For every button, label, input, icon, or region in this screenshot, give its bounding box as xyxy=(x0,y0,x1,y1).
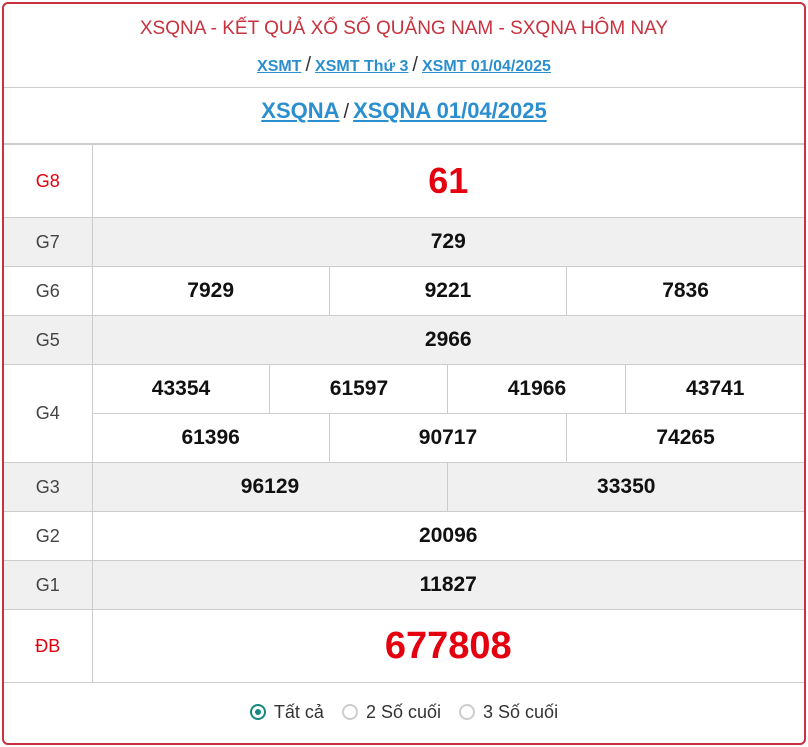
prize-row-g4-2: 61396 90717 74265 xyxy=(4,413,804,463)
radio-label: 2 Số cuối xyxy=(365,701,442,722)
breadcrumb-separator: / xyxy=(412,54,418,76)
radio-all[interactable]: Tất cả xyxy=(249,701,324,723)
prize-row-g3: G3 96129 33350 xyxy=(4,462,804,512)
prize-label: G2 xyxy=(4,511,93,561)
radio-checked-icon[interactable] xyxy=(249,704,266,720)
prize-label: G3 xyxy=(4,462,93,512)
prize-number: 90717 xyxy=(328,413,568,463)
prize-row-g4: G4 43354 61597 41966 43741 xyxy=(4,364,804,463)
prize-number: 43741 xyxy=(625,364,804,414)
prize-number: 41966 xyxy=(447,364,627,414)
prize-number: 677808 xyxy=(91,609,804,683)
prize-label: G5 xyxy=(4,315,93,365)
xsqna-link[interactable]: XSQNA xyxy=(261,98,340,123)
prize-number: 11827 xyxy=(91,560,804,610)
prize-row-g8: G8 61 xyxy=(4,144,804,218)
prize-label: ĐB xyxy=(4,609,93,683)
breadcrumb-separator: / xyxy=(305,54,312,76)
prize-row-g2: G2 20096 xyxy=(4,511,804,561)
prize-number: 9221 xyxy=(328,266,568,316)
results-table: G8 61 G7 729 G6 7929 9221 7836 G5 2966 G4 43354… xyxy=(4,144,804,683)
prize-label: G7 xyxy=(4,217,93,267)
radio-last-2[interactable]: 2 Số cuối xyxy=(341,701,442,723)
prize-label: G8 xyxy=(4,144,93,218)
prize-number: 729 xyxy=(91,217,804,267)
prize-row-db: ĐB 677808 xyxy=(4,609,804,683)
prize-row-g5: G5 2966 xyxy=(4,315,804,365)
digit-filter: Tất cả 2 Số cuối 3 Số cuối xyxy=(4,683,804,741)
radio-unchecked-icon[interactable] xyxy=(341,704,358,720)
prize-number: 7836 xyxy=(566,266,804,316)
prize-row-g7: G7 729 xyxy=(4,217,804,267)
prize-number: 20096 xyxy=(91,511,804,561)
breadcrumb-xsmt-thu3[interactable]: XSMT Thứ 3 xyxy=(315,58,409,75)
radio-last-3[interactable]: 3 Số cuối xyxy=(459,702,558,723)
subtitle: XSQNA / XSQNA 01/04/2025 xyxy=(4,88,804,144)
prize-label: G6 xyxy=(4,266,93,316)
breadcrumb: XSMT / XSMT Thứ 3/XSMT 01/04/2025 xyxy=(4,54,804,77)
prize-row-g1: G1 11827 xyxy=(4,560,804,610)
prize-number: 33350 xyxy=(447,462,804,512)
prize-number: 96129 xyxy=(91,462,449,512)
prize-row-g6: G6 7929 9221 7836 xyxy=(4,266,804,316)
breadcrumb-xsmt-date[interactable]: XSMT 01/04/2025 xyxy=(421,58,551,75)
radio-label: Tất cả xyxy=(273,701,324,722)
prize-number: 61 xyxy=(91,144,804,218)
header: XSQNA - KẾT QUẢ XỔ SỐ QUẢNG NAM - SXQNA … xyxy=(4,4,804,88)
radio-label: 3 Số cuối xyxy=(483,701,559,722)
subtitle-separator: / xyxy=(343,101,350,123)
prize-number: 61396 xyxy=(91,413,330,463)
prize-label: G4 xyxy=(4,364,93,463)
prize-label: G1 xyxy=(4,560,93,610)
page-title: XSQNA - KẾT QUẢ XỔ SỐ QUẢNG NAM - SXQNA … xyxy=(139,18,669,39)
prize-number: 74265 xyxy=(566,413,804,463)
radio-unchecked-icon[interactable] xyxy=(459,704,476,720)
prize-number: 2966 xyxy=(91,315,804,365)
prize-number: 7929 xyxy=(91,266,330,316)
prize-number: 61597 xyxy=(269,364,449,414)
prize-number: 43354 xyxy=(91,364,271,414)
xsqna-date-link[interactable]: XSQNA 01/04/2025 xyxy=(353,98,547,123)
breadcrumb-xsmt[interactable]: XSMT xyxy=(257,58,302,75)
